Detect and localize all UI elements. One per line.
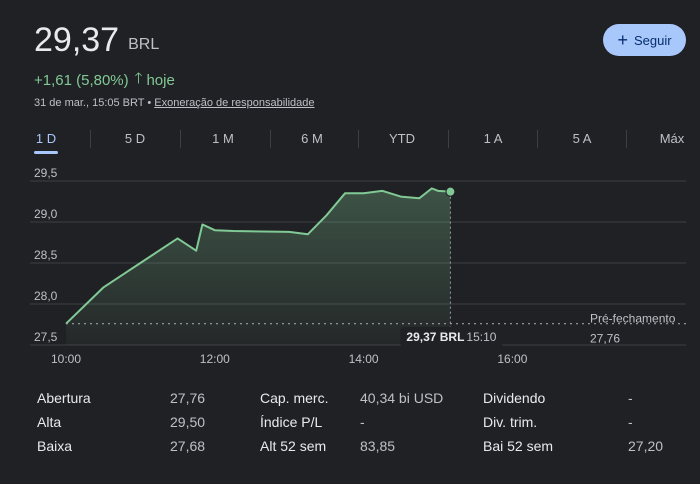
- cursor-time: 15:10: [466, 330, 496, 344]
- tab-divider: [448, 130, 449, 148]
- tab-divider: [626, 130, 627, 148]
- stat-label-52w-high: Alt 52 sem: [260, 438, 327, 454]
- stat-label-quarterly-div: Div. trim.: [483, 414, 538, 430]
- price-area: [66, 188, 451, 345]
- plus-icon: +: [617, 30, 628, 50]
- tab-divider: [180, 130, 181, 148]
- tab-1d[interactable]: 1 D: [34, 128, 58, 154]
- tab-divider: [270, 130, 271, 148]
- tab-5d[interactable]: 5 D: [124, 131, 146, 146]
- timestamp: 31 de mar., 15:05 BRT: [34, 97, 145, 109]
- tab-6m[interactable]: 6 M: [301, 131, 323, 146]
- tab-divider: [90, 130, 91, 148]
- stat-value-quarterly-div: -: [628, 414, 633, 430]
- x-tick-label: 16:00: [497, 352, 527, 366]
- y-tick-label: 28,5: [34, 248, 58, 262]
- stat-value-open: 27,76: [170, 390, 206, 406]
- previous-close-label: Pré-fechamento: [590, 312, 676, 326]
- stat-value-high: 29,50: [170, 414, 206, 430]
- tab-1m[interactable]: 1 M: [212, 131, 234, 146]
- timestamp-row: 31 de mar., 15:05 BRT • Exoneração de re…: [34, 97, 315, 109]
- previous-close-value: 27,76: [590, 332, 620, 346]
- disclaimer-link[interactable]: Exoneração de responsabilidade: [154, 97, 315, 109]
- stat-label-pe: Índice P/L: [260, 414, 323, 430]
- stat-value-market-cap: 40,34 bi USD: [360, 390, 444, 406]
- price-line: [65, 187, 451, 325]
- stat-value-pe: -: [360, 414, 365, 430]
- stat-value-low: 27,68: [170, 438, 206, 454]
- currency-code: BRL: [128, 36, 160, 53]
- cursor-tooltip: [400, 327, 503, 347]
- stat-label-market-cap: Cap. merc.: [260, 390, 329, 406]
- change-value: +1,61 (5,80%): [34, 72, 129, 89]
- y-tick-label: 27,5: [34, 330, 58, 344]
- price-change: +1,61 (5,80%) 🡑 hoje: [34, 68, 175, 93]
- price-chart[interactable]: 29,5 29,0 28,5 28,0 27,5 10:00 12:00 14:00 16:00…: [0, 160, 700, 375]
- tab-5a[interactable]: 5 A: [572, 131, 592, 146]
- x-tick-label: 12:00: [200, 352, 230, 366]
- arrow-up-icon: 🡑: [134, 70, 143, 87]
- current-price: 29,37: [34, 21, 120, 59]
- cursor-price: 29,37 BRL: [406, 330, 464, 344]
- change-period: hoje: [146, 72, 175, 89]
- y-tick-label: 29,5: [34, 166, 58, 180]
- separator: •: [147, 97, 152, 109]
- follow-button[interactable]: + Seguir: [603, 24, 686, 56]
- range-tabs: 1 D 5 D 1 M 6 M YTD 1 A 5 A Máx: [0, 128, 700, 156]
- stat-label-low: Baixa: [37, 438, 73, 454]
- tab-divider: [537, 130, 538, 148]
- cursor-dot: [445, 186, 456, 197]
- tab-ytd[interactable]: YTD: [389, 131, 415, 146]
- stat-label-high: Alta: [37, 414, 62, 430]
- price-row: 29,37 BRL: [34, 20, 159, 60]
- x-tick-label: 14:00: [349, 352, 379, 366]
- stat-value-dividend: -: [628, 390, 633, 406]
- stat-label-open: Abertura: [37, 390, 91, 406]
- stat-value-52w-high: 83,85: [360, 438, 396, 454]
- y-tick-label: 29,0: [34, 207, 58, 221]
- y-tick-label: 28,0: [34, 289, 58, 303]
- tab-divider: [358, 130, 359, 148]
- stat-label-52w-low: Bai 52 sem: [483, 438, 554, 454]
- stat-value-52w-low: 27,20: [628, 438, 664, 454]
- tab-max[interactable]: Máx: [659, 131, 685, 146]
- x-tick-label: 10:00: [51, 352, 81, 366]
- tab-1a[interactable]: 1 A: [483, 131, 503, 146]
- follow-button-label: Seguir: [633, 32, 672, 48]
- stat-label-dividend: Dividendo: [483, 390, 546, 406]
